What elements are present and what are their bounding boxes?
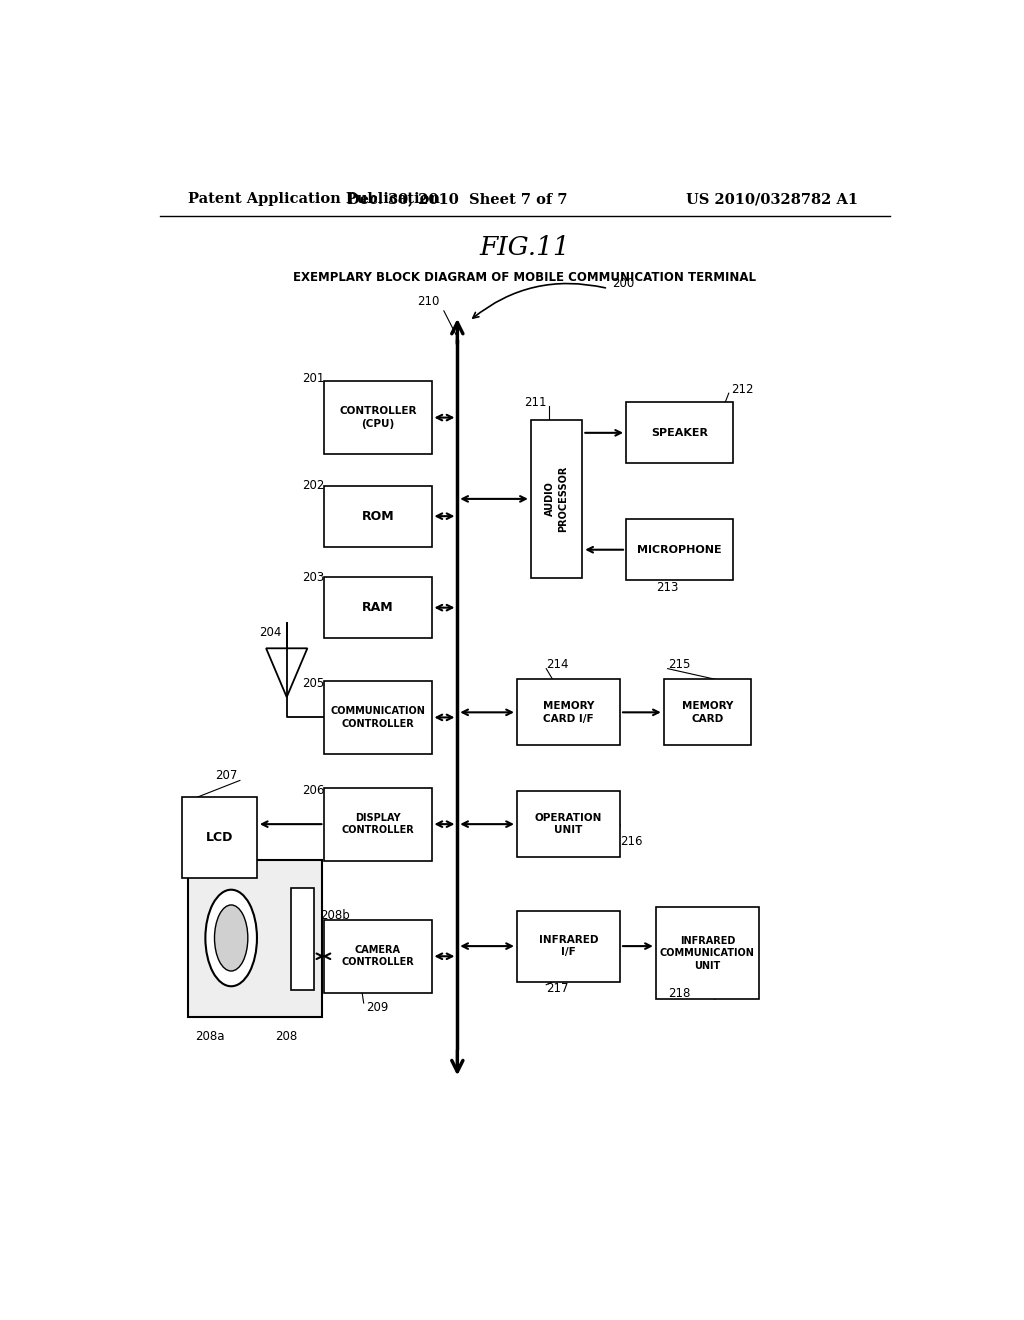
Bar bbox=[664, 680, 751, 746]
Text: 212: 212 bbox=[731, 383, 754, 396]
Text: OPERATION
UNIT: OPERATION UNIT bbox=[535, 813, 602, 836]
Bar bbox=[517, 680, 621, 746]
Text: 215: 215 bbox=[668, 659, 690, 671]
Text: MEMORY
CARD I/F: MEMORY CARD I/F bbox=[543, 701, 594, 723]
Text: US 2010/0328782 A1: US 2010/0328782 A1 bbox=[686, 191, 858, 206]
Bar bbox=[325, 486, 431, 546]
Bar bbox=[325, 920, 431, 993]
Text: 216: 216 bbox=[620, 836, 642, 847]
Text: 201: 201 bbox=[302, 372, 325, 385]
Text: AUDIO
PROCESSOR: AUDIO PROCESSOR bbox=[546, 466, 567, 532]
Bar bbox=[626, 403, 733, 463]
Bar bbox=[517, 911, 621, 982]
Bar bbox=[325, 381, 431, 454]
Text: ROM: ROM bbox=[361, 510, 394, 523]
Text: 202: 202 bbox=[302, 479, 325, 492]
Text: 209: 209 bbox=[367, 1001, 388, 1014]
Text: 211: 211 bbox=[523, 396, 546, 409]
Bar bbox=[325, 681, 431, 754]
Text: DISPLAY
CONTROLLER: DISPLAY CONTROLLER bbox=[342, 813, 415, 836]
Text: 210: 210 bbox=[418, 294, 440, 308]
Text: 206: 206 bbox=[302, 784, 325, 797]
Bar bbox=[517, 791, 621, 857]
Text: 207: 207 bbox=[215, 768, 238, 781]
Bar bbox=[530, 420, 583, 578]
Text: Patent Application Publication: Patent Application Publication bbox=[187, 191, 439, 206]
Text: CAMERA
CONTROLLER: CAMERA CONTROLLER bbox=[342, 945, 415, 968]
Text: RAM: RAM bbox=[362, 601, 394, 614]
Text: 218: 218 bbox=[668, 987, 690, 1001]
Text: MEMORY
CARD: MEMORY CARD bbox=[682, 701, 733, 723]
Ellipse shape bbox=[206, 890, 257, 986]
Bar bbox=[325, 577, 431, 638]
Text: COMMUNICATION
CONTROLLER: COMMUNICATION CONTROLLER bbox=[331, 706, 425, 729]
Bar bbox=[187, 859, 323, 1018]
Ellipse shape bbox=[214, 906, 248, 972]
Text: 213: 213 bbox=[655, 581, 678, 594]
Text: SPEAKER: SPEAKER bbox=[651, 428, 708, 438]
Text: 208: 208 bbox=[274, 1030, 297, 1043]
Text: INFRARED
COMMUNICATION
UNIT: INFRARED COMMUNICATION UNIT bbox=[659, 936, 755, 970]
Text: 205: 205 bbox=[302, 677, 325, 690]
Text: INFRARED
I/F: INFRARED I/F bbox=[539, 935, 598, 957]
Text: 214: 214 bbox=[546, 659, 568, 671]
Text: 217: 217 bbox=[546, 982, 568, 995]
Text: 208b: 208b bbox=[321, 909, 350, 923]
Text: LCD: LCD bbox=[206, 830, 232, 843]
Text: CONTROLLER
(CPU): CONTROLLER (CPU) bbox=[339, 407, 417, 429]
Text: 200: 200 bbox=[612, 277, 634, 290]
Text: 208a: 208a bbox=[196, 1030, 225, 1043]
Bar bbox=[325, 788, 431, 861]
Bar bbox=[626, 519, 733, 581]
Bar bbox=[291, 888, 314, 990]
Text: 204: 204 bbox=[259, 626, 282, 639]
Text: EXEMPLARY BLOCK DIAGRAM OF MOBILE COMMUNICATION TERMINAL: EXEMPLARY BLOCK DIAGRAM OF MOBILE COMMUN… bbox=[293, 271, 757, 284]
Text: MICROPHONE: MICROPHONE bbox=[637, 545, 722, 554]
Text: FIG.11: FIG.11 bbox=[479, 235, 570, 260]
Bar bbox=[181, 797, 257, 878]
Bar bbox=[655, 907, 759, 999]
Text: 203: 203 bbox=[302, 570, 325, 583]
Text: Dec. 30, 2010  Sheet 7 of 7: Dec. 30, 2010 Sheet 7 of 7 bbox=[347, 191, 567, 206]
